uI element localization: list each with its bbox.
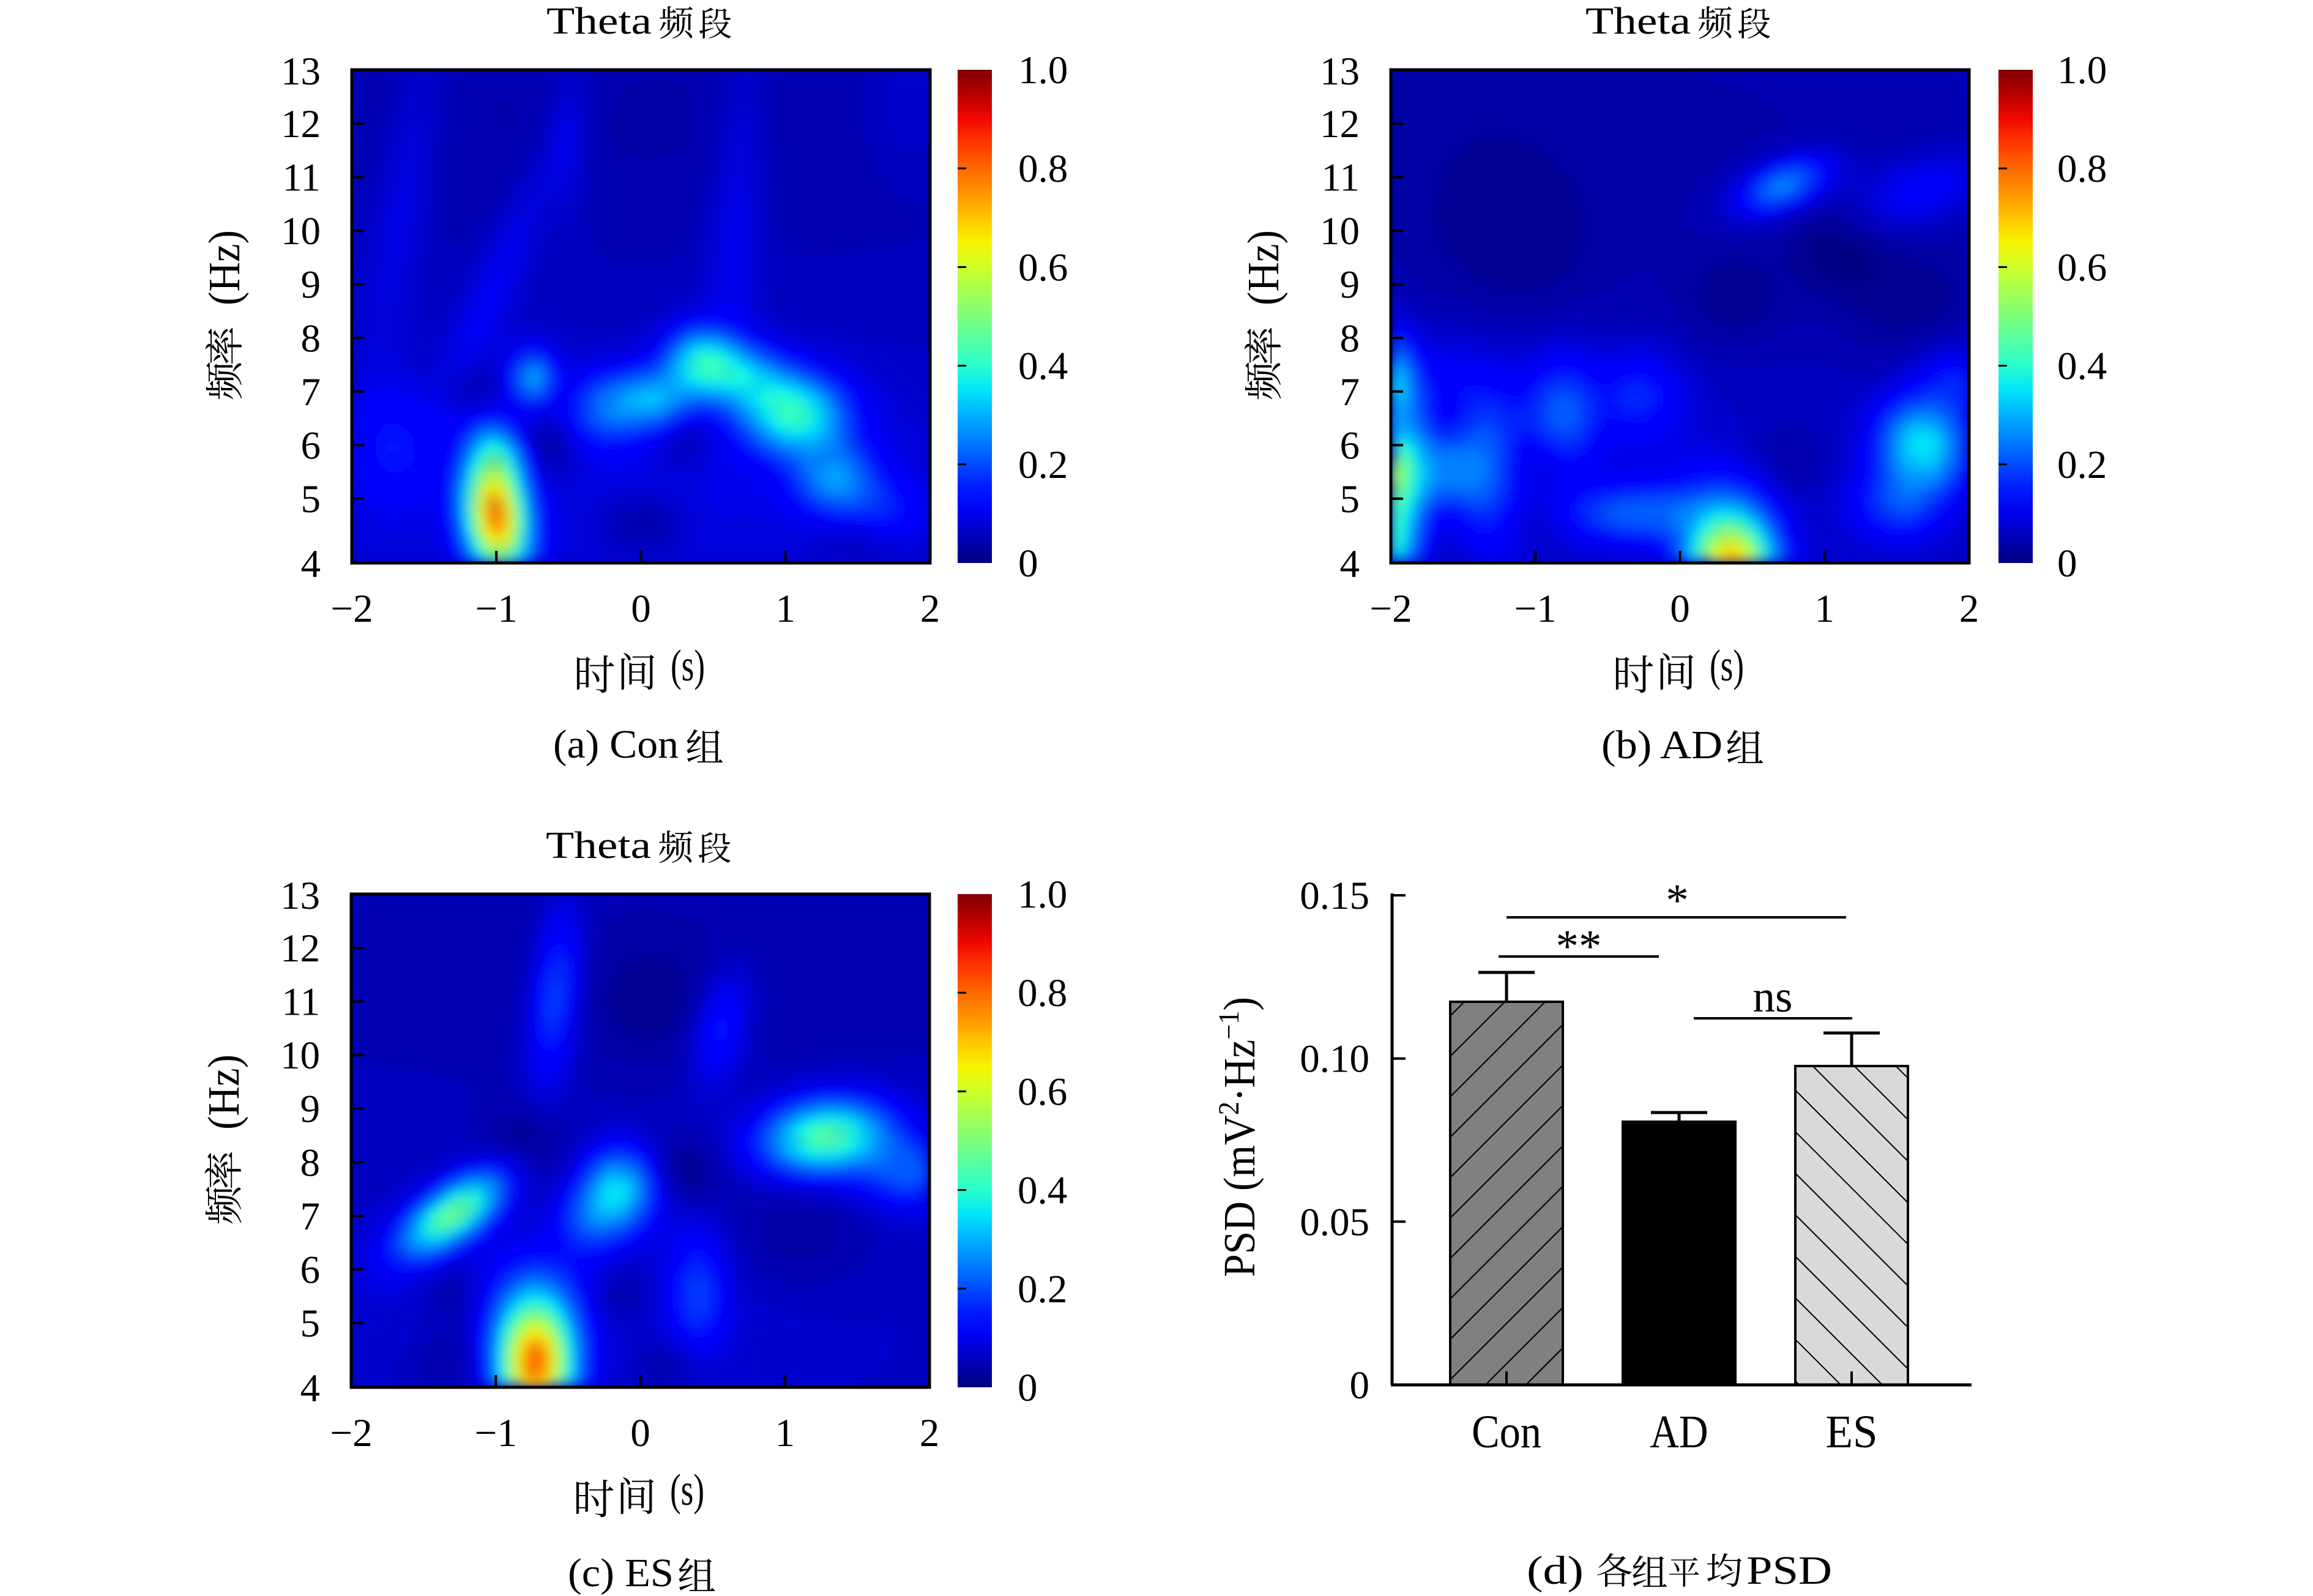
svg-text:0.8: 0.8 xyxy=(2057,147,2107,191)
svg-text:1.0: 1.0 xyxy=(1018,873,1067,917)
svg-text:(b) AD: (b) AD xyxy=(1601,723,1723,767)
svg-text:1: 1 xyxy=(775,1411,795,1455)
svg-text:(d): (d) xyxy=(1527,1548,1584,1593)
svg-text:0.10: 0.10 xyxy=(1300,1037,1369,1081)
svg-text:0.4: 0.4 xyxy=(2057,345,2107,389)
svg-text:5: 5 xyxy=(1340,477,1360,521)
svg-text:0.6: 0.6 xyxy=(1018,245,1068,289)
svg-text:−1: −1 xyxy=(1514,587,1557,631)
svg-text:4: 4 xyxy=(1340,542,1360,586)
svg-text:−1: −1 xyxy=(475,587,518,631)
svg-text:2: 2 xyxy=(920,587,940,631)
svg-text:5: 5 xyxy=(300,1302,321,1346)
svg-text:ES: ES xyxy=(1826,1406,1878,1458)
svg-text:Theta: Theta xyxy=(1585,1,1691,42)
svg-text:*: * xyxy=(1666,875,1689,926)
svg-text:Con: Con xyxy=(1472,1406,1541,1458)
svg-text:**: ** xyxy=(1556,921,1602,972)
svg-text:4: 4 xyxy=(301,542,321,586)
svg-text:(s): (s) xyxy=(1710,641,1744,690)
svg-text:0.2: 0.2 xyxy=(1018,1267,1067,1311)
svg-text:0: 0 xyxy=(1018,1366,1038,1410)
svg-text:13: 13 xyxy=(280,874,320,918)
svg-text:10: 10 xyxy=(281,209,321,253)
svg-text:0: 0 xyxy=(630,1411,650,1455)
svg-text:Theta: Theta xyxy=(546,825,651,867)
svg-text:2: 2 xyxy=(920,1411,940,1455)
svg-text:−1: −1 xyxy=(475,1411,517,1455)
svg-text:0.05: 0.05 xyxy=(1300,1200,1369,1244)
svg-text:1.0: 1.0 xyxy=(1018,48,1068,92)
svg-text:13: 13 xyxy=(1320,50,1360,94)
svg-text:ns: ns xyxy=(1753,972,1793,1021)
svg-text:0: 0 xyxy=(631,587,651,631)
svg-text:11: 11 xyxy=(1321,156,1360,200)
svg-text:0.8: 0.8 xyxy=(1018,147,1068,191)
svg-text:11: 11 xyxy=(281,980,320,1024)
svg-text:(s): (s) xyxy=(671,641,705,690)
svg-text:0.4: 0.4 xyxy=(1018,345,1068,389)
svg-text:9: 9 xyxy=(300,1087,321,1132)
svg-text:1.0: 1.0 xyxy=(2057,48,2107,92)
svg-text:0.2: 0.2 xyxy=(1018,443,1068,487)
svg-text:Theta: Theta xyxy=(546,1,652,42)
svg-text:6: 6 xyxy=(300,1248,321,1292)
svg-text:(Hz): (Hz) xyxy=(199,230,249,305)
svg-text:0: 0 xyxy=(1018,542,1038,586)
svg-text:4: 4 xyxy=(300,1367,321,1411)
svg-text:PSD (mV2·Hz−1): PSD (mV2·Hz−1) xyxy=(1213,997,1264,1277)
svg-text:(a) Con: (a) Con xyxy=(553,722,679,767)
svg-text:0.15: 0.15 xyxy=(1300,874,1369,918)
svg-text:0.8: 0.8 xyxy=(1018,971,1067,1015)
svg-text:−2: −2 xyxy=(330,1411,372,1455)
svg-text:5: 5 xyxy=(301,477,321,521)
svg-text:1: 1 xyxy=(1815,587,1835,631)
svg-text:12: 12 xyxy=(1320,102,1360,146)
svg-text:10: 10 xyxy=(1320,209,1360,253)
svg-text:0: 0 xyxy=(2057,542,2077,586)
svg-text:0.6: 0.6 xyxy=(2057,245,2107,289)
svg-text:11: 11 xyxy=(282,156,321,200)
svg-text:7: 7 xyxy=(300,1195,321,1239)
svg-text:0: 0 xyxy=(1670,587,1690,631)
svg-text:8: 8 xyxy=(301,316,321,360)
svg-text:7: 7 xyxy=(301,370,321,414)
svg-text:7: 7 xyxy=(1340,370,1360,414)
svg-text:0: 0 xyxy=(1350,1363,1370,1408)
svg-text:12: 12 xyxy=(281,102,321,146)
svg-text:6: 6 xyxy=(301,423,321,468)
svg-text:AD: AD xyxy=(1650,1406,1708,1458)
svg-text:10: 10 xyxy=(280,1034,320,1078)
svg-text:12: 12 xyxy=(280,927,320,971)
svg-text:(Hz): (Hz) xyxy=(199,1054,248,1130)
svg-text:−2: −2 xyxy=(330,587,373,631)
svg-text:2: 2 xyxy=(1959,587,1980,631)
svg-text:(Hz): (Hz) xyxy=(1238,230,1288,305)
svg-text:9: 9 xyxy=(1340,263,1360,307)
svg-text:PSD: PSD xyxy=(1746,1548,1832,1593)
svg-text:0.4: 0.4 xyxy=(1018,1169,1067,1213)
svg-text:1: 1 xyxy=(776,587,796,631)
svg-text:6: 6 xyxy=(1340,423,1360,468)
svg-text:(s): (s) xyxy=(670,1465,704,1515)
svg-text:0.6: 0.6 xyxy=(1018,1070,1067,1114)
svg-text:8: 8 xyxy=(300,1141,321,1185)
svg-text:9: 9 xyxy=(301,263,321,307)
svg-text:8: 8 xyxy=(1340,316,1360,360)
svg-text:0.2: 0.2 xyxy=(2057,443,2107,487)
svg-text:(c) ES: (c) ES xyxy=(568,1551,674,1595)
svg-text:13: 13 xyxy=(281,50,321,94)
svg-text:−2: −2 xyxy=(1369,587,1412,631)
